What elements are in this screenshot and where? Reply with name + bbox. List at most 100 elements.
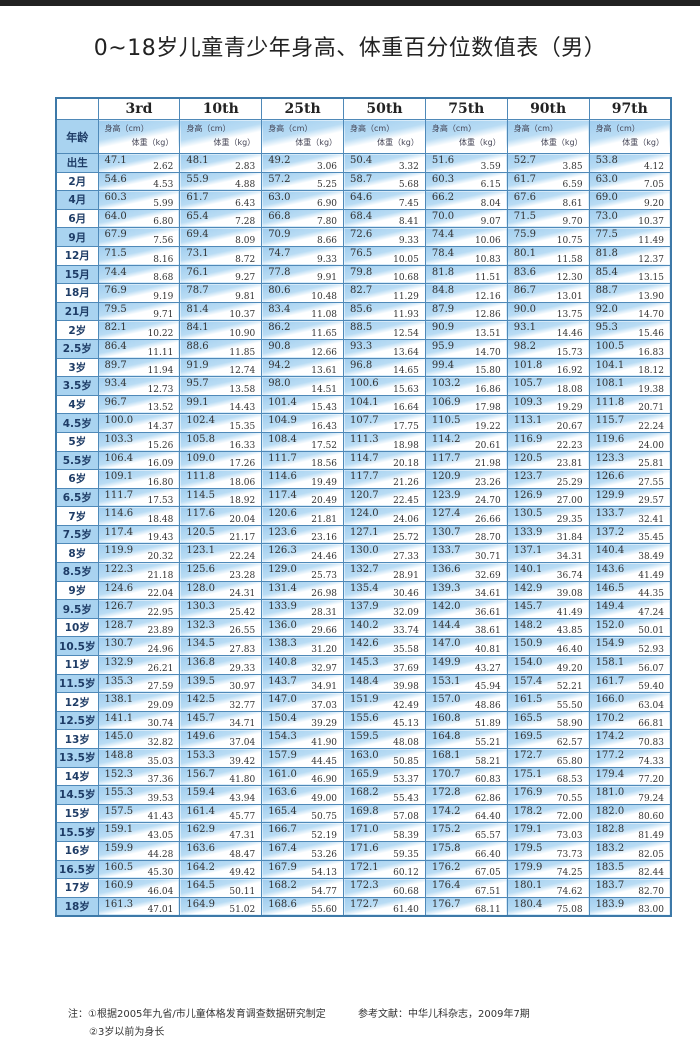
weight-unit-label: 体重（kg） (377, 138, 419, 147)
value-cell: 114.7 20.18 (343, 450, 426, 471)
value-cell: 124.6 22.04 (97, 580, 181, 601)
age-cell: 15月 (55, 264, 99, 285)
height-value: 147.0 (431, 638, 461, 650)
height-value: 63.0 (268, 192, 291, 204)
height-value: 159.9 (104, 842, 134, 854)
weight-value: 19.38 (638, 384, 664, 395)
age-cell: 10岁 (55, 617, 99, 638)
value-cell: 145.0 32.82 (97, 729, 181, 749)
weight-value: 22.45 (393, 496, 419, 507)
weight-value: 82.44 (638, 868, 664, 879)
height-value: 90.9 (431, 322, 455, 334)
weight-value: 10.37 (229, 310, 256, 321)
height-value: 114.5 (186, 489, 215, 501)
value-cell: 176.4 67.51 (424, 878, 508, 898)
height-value: 101.4 (268, 396, 297, 408)
height-value: 150.9 (513, 638, 543, 650)
age-cell: 10.5岁 (55, 636, 99, 657)
weight-value: 56.07 (638, 663, 664, 674)
weight-value: 21.81 (311, 514, 338, 525)
weight-value: 24.46 (311, 552, 338, 563)
weight-value: 8.09 (235, 235, 256, 246)
height-value: 142.9 (513, 582, 543, 594)
value-cell: 106.9 17.98 (424, 394, 508, 415)
height-value: 111.3 (350, 433, 379, 445)
height-value: 117.4 (104, 526, 134, 538)
percentile-header-10th: 10th (179, 97, 263, 120)
weight-value: 63.04 (638, 700, 664, 711)
weight-value: 12.30 (556, 273, 583, 284)
weight-value: 6.90 (316, 198, 338, 209)
table-row: 11.5岁 135.3 27.59 139.5 30.97 143.7 34.91 148.4… (55, 673, 672, 694)
weight-value: 28.31 (311, 607, 338, 618)
weight-value: 11.51 (474, 273, 501, 284)
value-cell: 76.5 10.05 (343, 245, 426, 266)
weight-value: 34.31 (556, 552, 583, 563)
weight-value: 6.15 (480, 180, 501, 191)
weight-value: 31.84 (556, 533, 583, 544)
height-value: 145.0 (104, 731, 134, 743)
weight-value: 15.43 (311, 403, 338, 414)
weight-value: 9.33 (316, 254, 338, 265)
weight-value: 6.59 (562, 180, 583, 191)
height-value: 78.7 (186, 285, 209, 297)
note-1: 注：①根据2005年九省/市儿童体格发育调查数据研究制定 (68, 1009, 326, 1020)
value-cell: 160.5 45.30 (97, 859, 181, 880)
weight-value: 8.72 (235, 254, 256, 265)
weight-value: 8.41 (398, 217, 419, 228)
table-row: 13岁 145.0 32.82 149.6 37.04 154.3 41.90 159.5 48… (55, 729, 672, 749)
value-cell: 117.4 19.43 (97, 524, 181, 545)
height-value: 63.0 (595, 173, 618, 185)
value-cell: 133.7 32.41 (588, 506, 672, 526)
age-cell: 8.5岁 (55, 562, 99, 582)
weight-value: 14.37 (147, 421, 174, 432)
height-value: 71.5 (104, 247, 127, 259)
height-value: 127.1 (350, 526, 379, 538)
weight-value: 22.23 (556, 440, 583, 451)
value-cell: 89.7 11.94 (97, 357, 181, 378)
weight-value: 52.21 (556, 682, 583, 693)
table-row: 14岁 152.3 37.36 156.7 41.80 161.0 46.90 165.9 53… (55, 766, 672, 787)
value-cell: 74.7 9.33 (261, 245, 345, 266)
height-value: 174.2 (595, 731, 625, 743)
height-value: 148.2 (513, 619, 543, 631)
height-value: 127.4 (431, 508, 461, 520)
value-cell: 120.6 21.81 (261, 506, 345, 526)
height-value: 172.7 (350, 898, 379, 910)
value-cell: 79.8 10.68 (343, 264, 426, 285)
weight-value: 44.28 (147, 849, 174, 860)
value-cell: 105.7 18.08 (506, 376, 590, 396)
value-cell: 169.8 57.08 (343, 803, 426, 824)
height-value: 76.5 (350, 247, 373, 259)
weight-value: 14.70 (474, 347, 501, 358)
weight-value: 14.46 (556, 328, 583, 339)
weight-value: 9.81 (235, 291, 256, 302)
weight-value: 48.47 (229, 849, 256, 860)
value-cell: 77.8 9.91 (261, 264, 345, 285)
reference: 参考文献：中华儿科杂志，2009年7期 (358, 1009, 530, 1020)
height-value: 172.1 (350, 861, 379, 873)
weight-value: 62.57 (556, 738, 583, 748)
height-value: 177.2 (595, 750, 625, 761)
value-cell: 144.4 38.61 (424, 617, 508, 638)
height-value: 117.7 (431, 452, 461, 464)
height-value: 179.4 (595, 768, 625, 780)
height-value: 139.5 (186, 675, 215, 687)
weight-value: 41.90 (311, 738, 338, 748)
height-value: 157.4 (513, 675, 543, 687)
value-cell: 137.9 32.09 (343, 599, 426, 619)
value-cell: 183.9 83.00 (588, 896, 672, 917)
value-cell: 67.6 8.61 (506, 190, 590, 210)
height-value: 169.8 (350, 805, 379, 817)
value-cell: 78.4 10.83 (424, 245, 508, 266)
height-value: 81.4 (186, 303, 209, 315)
weight-value: 61.40 (393, 905, 419, 916)
height-value: 157.0 (431, 694, 461, 706)
value-cell: 66.8 7.80 (261, 208, 345, 229)
height-value: 180.1 (513, 880, 543, 892)
weight-value: 3.85 (562, 161, 583, 172)
height-value: 143.7 (268, 675, 297, 687)
value-cell: 179.1 73.03 (506, 822, 590, 842)
value-cell: 162.9 47.31 (179, 822, 263, 842)
value-cell: 110.5 19.22 (424, 413, 508, 433)
